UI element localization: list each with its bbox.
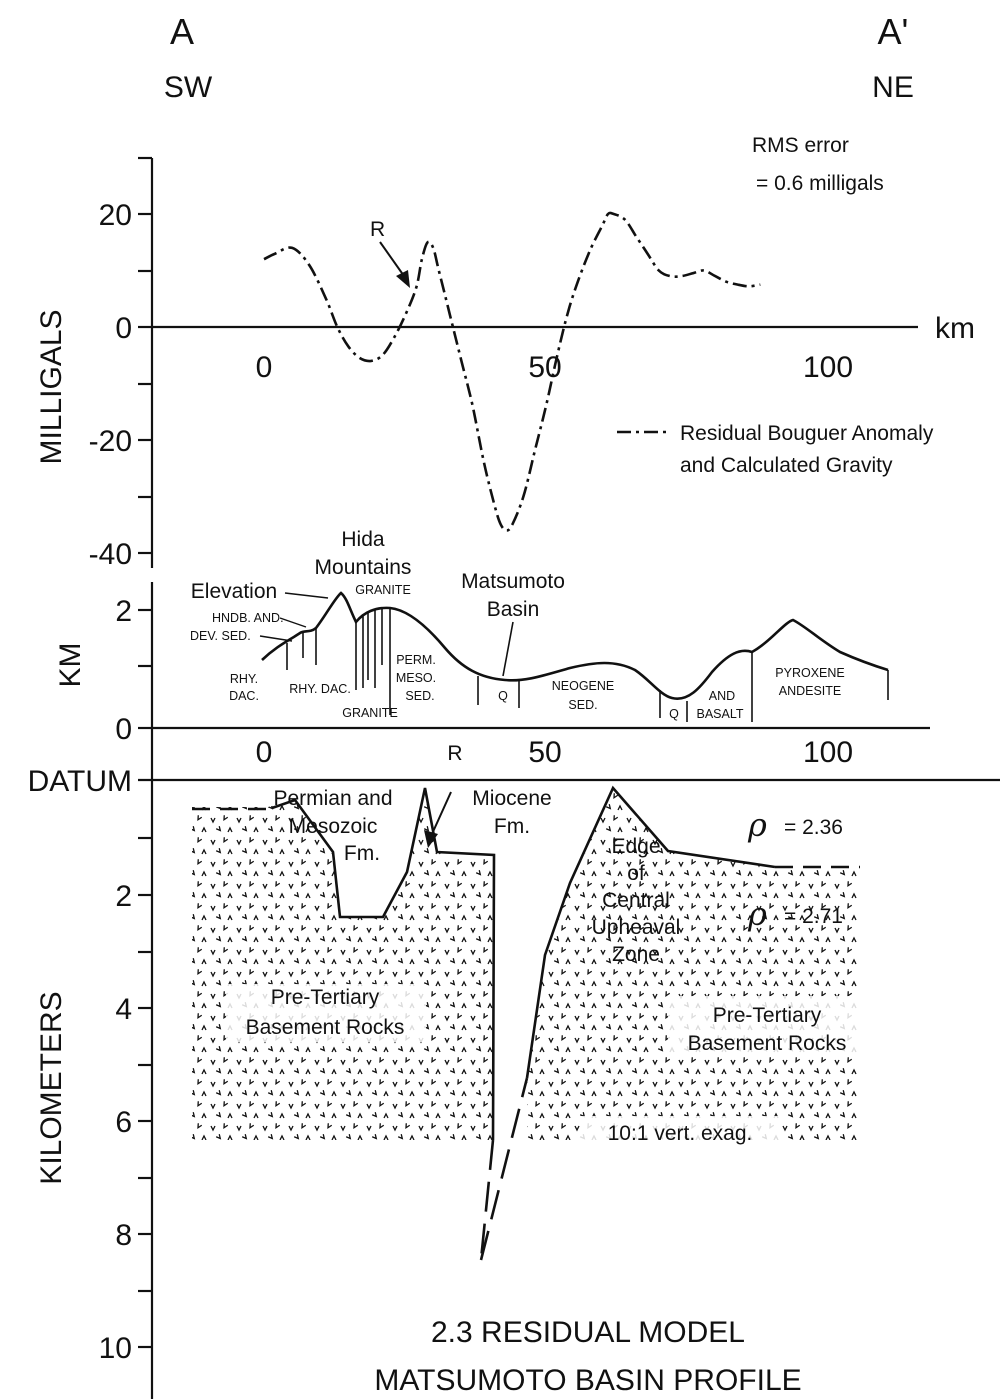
vertical-exaggeration-label: 10:1 vert. exag. [580,1116,780,1146]
elevation-xtick-0: 0 [256,736,273,769]
rhy-dac-label: RHY. DAC. [289,682,351,696]
basalt-label: BASALT [696,707,743,721]
hndb-and-label: HNDB. AND. [212,611,284,625]
perm-label-2: MESO. [396,671,436,685]
pre-tertiary-left-label: Pre-Tertiary Basement Rocks [226,984,426,1042]
pre-tertiary-left-1: Pre-Tertiary [271,986,380,1009]
section-start-direction: SW [164,71,213,104]
quaternary-label-1: Q [498,689,508,703]
model-y-ticks [138,836,152,1349]
permian-label-3: Fm. [344,842,380,865]
elevation-marker-r: R [447,742,462,765]
gravity-x-unit: km [935,312,975,345]
gravity-marker-r: R [370,218,385,241]
matsumoto-label-1: Matsumoto [461,570,565,593]
elevation-ytick-0: 0 [115,713,132,746]
figure-title-line2: MATSUMOTO BASIN PROFILE [374,1364,801,1397]
elevation-xtick-100: 100 [803,736,853,769]
model-y-label: KILOMETERS [35,991,68,1184]
model-panel: 2 4 6 8 10 KILOMETERS Permian [35,785,870,1365]
dev-sed-label: DEV. SED. [190,629,251,643]
model-ytick-10: 10 [99,1332,132,1365]
fault-dashed-east [479,1077,529,1261]
datum-label: DATUM [28,765,132,798]
section-start-letter: A [170,11,194,52]
legend-line2: and Calculated Gravity [680,454,893,477]
pre-tertiary-right-label: Pre-Tertiary Basement Rocks [668,996,870,1055]
model-r-arrow [424,791,452,848]
gravity-ytick-neg20: -20 [89,425,132,458]
density-value-1: = 2.36 [784,816,843,839]
dev-sed-leader [259,635,293,642]
elevation-ytick-2: 2 [115,595,132,628]
permian-label-2: Mesozoic [289,815,378,838]
elevation-panel: 2 0 KM 0 50 100 DATUM Hida Mounta [28,528,1000,1399]
gravity-xtick-0: 0 [256,351,273,384]
geology-boundary-ticks [286,608,889,722]
residual-bouguer-anomaly-curve [263,211,761,532]
pre-tertiary-left-2: Basement Rocks [246,1016,405,1039]
perm-label-1: PERM. [396,653,436,667]
gravity-r-arrow [379,241,410,288]
left-basement-boundary [271,787,496,1141]
density-symbol-2: ρ [747,895,767,933]
gravity-ytick-20: 20 [99,199,132,232]
rms-error-label: RMS error [752,134,849,157]
fault-dashed-west [479,1139,495,1261]
neogene-label-2: SED. [568,698,597,712]
hndb-leader [279,617,307,628]
elevation-label: Elevation [191,580,277,603]
rhy-label-1: RHY. [230,672,258,686]
miocene-label-1: Miocene [472,787,551,810]
model-ytick-2: 2 [115,880,132,913]
gravity-ytick-0: 0 [115,312,132,345]
edge-label-1: Edge [611,835,660,858]
granite-lower-label: GRANITE [342,706,398,720]
right-basement-boundary [525,785,776,1079]
model-ytick-4: 4 [115,993,132,1026]
elevation-leader [284,592,329,599]
gravity-ytick-neg40: -40 [89,538,132,571]
rms-error-value: = 0.6 milligals [756,172,884,195]
vertical-exaggeration-text: 10:1 vert. exag. [608,1122,753,1145]
pre-tertiary-right-1: Pre-Tertiary [713,1004,822,1027]
edge-label-3: Central [602,889,670,912]
elevation-y-label: KM [54,643,87,688]
model-ytick-8: 8 [115,1219,132,1252]
edge-label-4: Upheaval [592,916,681,939]
pyroxene-label-1: PYROXENE [775,666,844,680]
quaternary-label-2: Q [669,707,679,721]
gravity-y-ticks [138,156,152,555]
model-ytick-6: 6 [115,1106,132,1139]
density-symbol-1: ρ [747,806,767,844]
and-label: AND [709,689,735,703]
elevation-profile-curve [261,591,889,700]
permian-label-1: Permian and [273,787,392,810]
section-end-letter: A' [878,11,909,52]
section-end-direction: NE [872,71,914,104]
figure-title-line1: 2.3 RESIDUAL MODEL [431,1316,745,1349]
pyroxene-label-2: ANDESITE [779,684,842,698]
hida-label-1: Hida [341,528,385,551]
elevation-y-ticks [138,608,152,730]
neogene-label-1: NEOGENE [552,679,615,693]
hida-label-2: Mountains [315,556,412,579]
perm-label-3: SED. [405,689,434,703]
pre-tertiary-right-2: Basement Rocks [688,1032,847,1055]
density-value-2: = 2.71 [784,905,843,928]
gravity-xtick-100: 100 [803,351,853,384]
granite-upper-label: GRANITE [355,583,411,597]
edge-label-5: Zone [612,943,660,966]
matsumoto-label-2: Basin [487,598,540,621]
gravity-panel: 20 0 -20 -40 MILLIGALS km 0 50 100 RMS e… [35,134,975,571]
miocene-label-2: Fm. [494,815,530,838]
edge-label-2: of [627,862,645,885]
matsumoto-leader [502,621,514,677]
legend-line1: Residual Bouguer Anomaly [680,422,934,445]
gravity-y-label: MILLIGALS [35,309,68,464]
elevation-xtick-50: 50 [528,736,561,769]
dac-label-1: DAC. [229,689,259,703]
